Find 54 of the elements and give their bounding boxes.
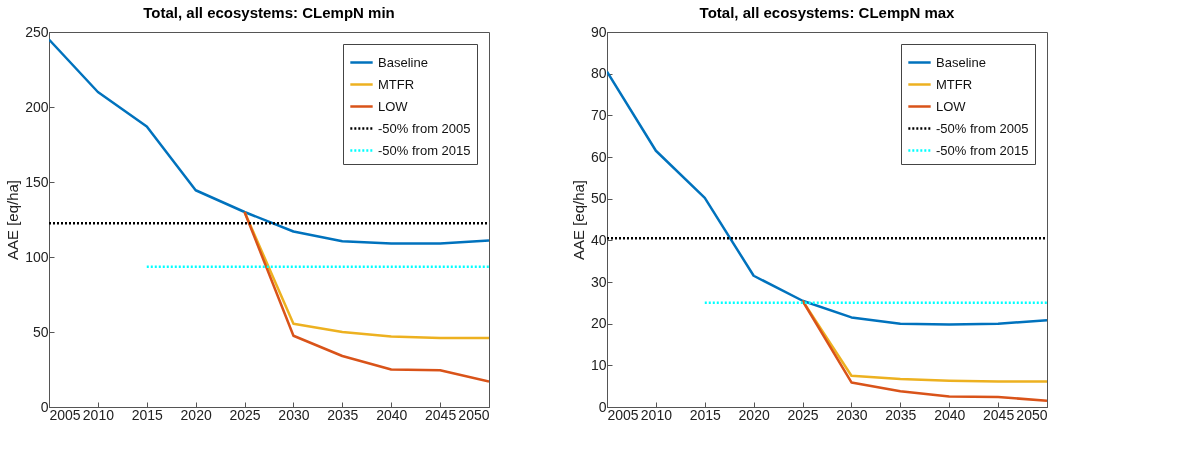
- y-tick-label: 0: [40, 398, 49, 415]
- line-series: [49, 38, 489, 245]
- y-tick-label: 50: [590, 190, 607, 207]
- x-tick-label: 2040: [934, 406, 966, 423]
- y-tick-label: 100: [25, 248, 49, 265]
- y-tick-label: 60: [590, 148, 607, 165]
- x-tick-label: 2015: [131, 406, 164, 423]
- x-tick-label: 2025: [229, 406, 261, 423]
- line-series: [607, 70, 1047, 326]
- line-series: [243, 210, 489, 383]
- y-tick-label: 0: [598, 398, 607, 415]
- legend-label: MTFR: [378, 76, 415, 92]
- x-tick-label: 2050: [458, 406, 490, 423]
- x-tick-label: 2010: [82, 406, 115, 423]
- y-axis-title: AAE [eq/ha]: [4, 179, 22, 261]
- legend-label: Baseline: [378, 54, 428, 70]
- legend-label: LOW: [936, 98, 967, 114]
- x-tick-label: 2005: [607, 406, 639, 423]
- x-tick-label: 2050: [1016, 406, 1048, 423]
- x-tick-label: 2045: [983, 406, 1015, 423]
- x-tick-label: 2015: [689, 406, 722, 423]
- x-tick-label: 2030: [278, 406, 310, 423]
- y-tick-label: 20: [590, 315, 607, 332]
- y-tick-label: 80: [590, 65, 607, 82]
- y-tick-label: 10: [590, 356, 607, 373]
- y-tick-label: 30: [590, 273, 607, 290]
- x-tick-label: 2035: [327, 406, 359, 423]
- x-tick-label: 2025: [787, 406, 819, 423]
- y-tick-label: 50: [32, 323, 49, 340]
- line-series: [801, 299, 1047, 402]
- legend-label: -50% from 2005: [936, 120, 1029, 136]
- y-axis-title: AAE [eq/ha]: [569, 179, 587, 261]
- y-tick-label: 90: [590, 23, 607, 40]
- y-tick-label: 70: [590, 106, 607, 123]
- x-tick-label: 2030: [836, 406, 868, 423]
- y-tick-label: 150: [25, 173, 49, 190]
- x-tick-label: 2005: [49, 406, 81, 423]
- chart-title: Total, all ecosystems: CLempN max: [699, 4, 956, 21]
- y-tick-label: 200: [25, 98, 49, 115]
- y-tick-label: 250: [25, 23, 49, 40]
- legend-label: -50% from 2015: [936, 142, 1029, 158]
- x-tick-label: 2010: [640, 406, 673, 423]
- x-tick-label: 2020: [180, 406, 212, 423]
- legend-label: -50% from 2015: [378, 142, 471, 158]
- x-tick-label: 2035: [885, 406, 917, 423]
- x-tick-label: 2045: [425, 406, 457, 423]
- legend-label: MTFR: [936, 76, 973, 92]
- x-tick-label: 2040: [376, 406, 408, 423]
- legend-label: -50% from 2005: [378, 120, 471, 136]
- chart-title: Total, all ecosystems: CLempN min: [143, 4, 395, 21]
- legend-label: Baseline: [936, 54, 986, 70]
- y-tick-label: 40: [590, 231, 607, 248]
- x-tick-label: 2020: [738, 406, 770, 423]
- legend-label: LOW: [378, 98, 409, 114]
